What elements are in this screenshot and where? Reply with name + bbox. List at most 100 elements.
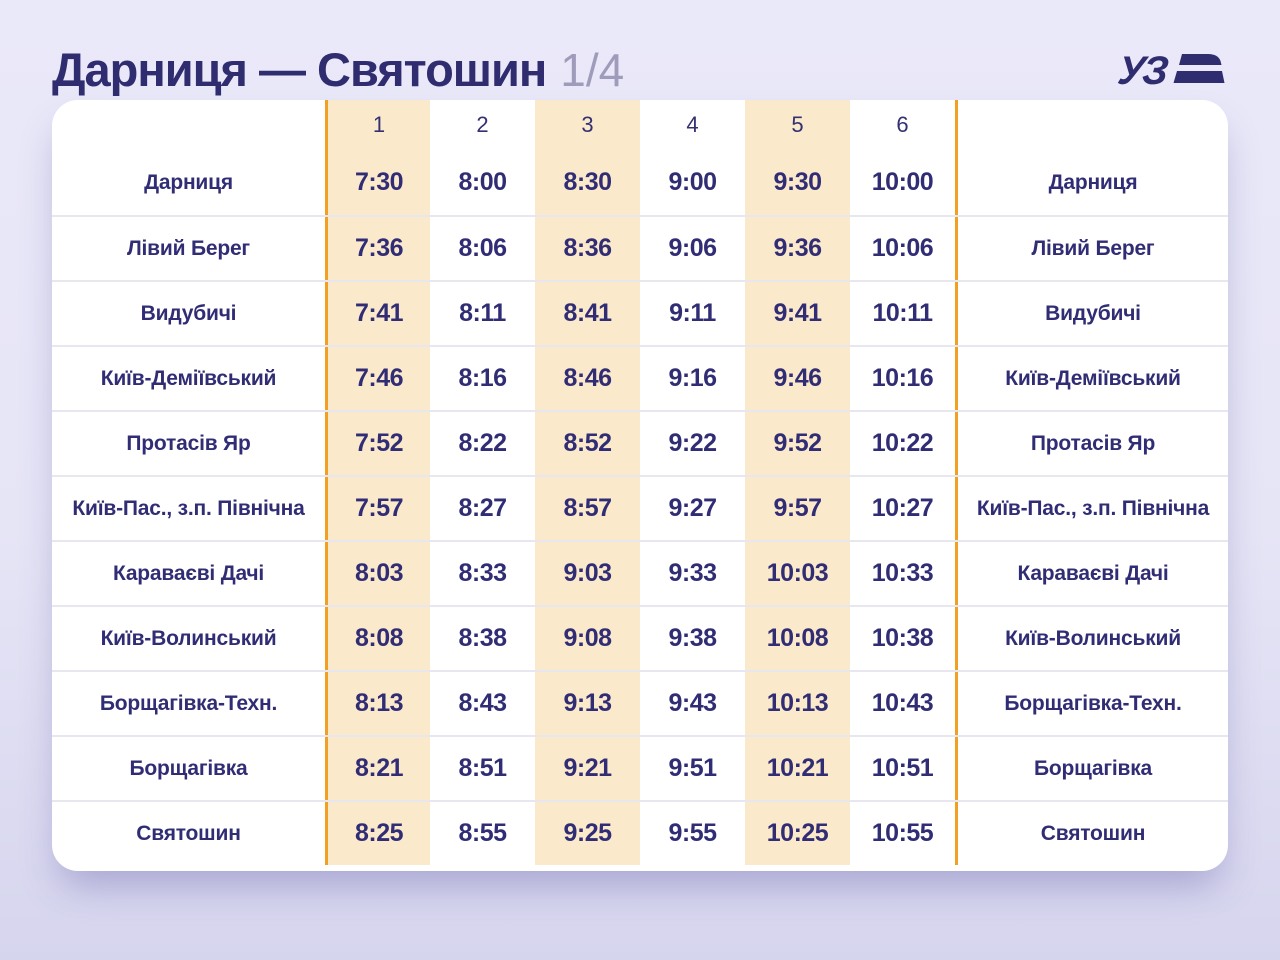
station-name-left: Борщагівка (129, 756, 248, 780)
time-cell: 9:27 (668, 494, 717, 522)
header-spacer-left (52, 100, 325, 150)
time-cell: 9:06 (668, 234, 717, 262)
station-name-right: Видубичі (955, 282, 1228, 345)
time-cell: 8:57 (535, 477, 640, 540)
time-cell: 10:33 (871, 559, 934, 587)
time-cell: 10:43 (871, 689, 934, 717)
time-cell: 8:27 (458, 494, 507, 522)
station-name-left: Київ-Волинський (100, 626, 277, 650)
time-cell: 8:13 (325, 672, 430, 735)
time-cell: 8:30 (535, 150, 640, 215)
table-row: Святошин 8:25 8:55 9:25 9:55 10:25 10:55… (52, 800, 1228, 865)
time-cell: 8:33 (458, 559, 507, 587)
time-cell: 9:52 (745, 412, 850, 475)
time-cell: 10:16 (871, 364, 934, 392)
time-cell: 10:51 (871, 754, 934, 782)
header-spacer-right (955, 100, 1228, 150)
table-row: Борщагівка 8:21 8:51 9:21 9:51 10:21 10:… (52, 735, 1228, 800)
time-cell: 8:11 (459, 299, 506, 327)
table-row: Дарниця 7:30 8:00 8:30 9:00 9:30 10:00 Д… (52, 150, 1228, 215)
time-cell: 9:41 (745, 282, 850, 345)
table-row: Київ-Волинський 8:08 8:38 9:08 9:38 10:0… (52, 605, 1228, 670)
time-cell: 8:55 (458, 819, 507, 847)
uz-logo-text: УЗ (1115, 48, 1169, 93)
station-name-right: Протасів Яр (955, 412, 1228, 475)
station-name-right: Київ-Волинський (955, 607, 1228, 670)
time-cell: 7:41 (325, 282, 430, 345)
page: Дарниця — Святошин 1/4 УЗ 1 2 3 4 5 6 (52, 0, 1228, 871)
time-cell: 10:25 (745, 802, 850, 865)
time-cell: 8:16 (458, 364, 507, 392)
table-row: Борщагівка-Техн. 8:13 8:43 9:13 9:43 10:… (52, 670, 1228, 735)
header-row: 1 2 3 4 5 6 (52, 100, 1228, 150)
time-cell: 9:21 (535, 737, 640, 800)
time-cell: 9:00 (668, 168, 717, 196)
station-name-right: Борщагівка (955, 737, 1228, 800)
timetable-rows: Дарниця 7:30 8:00 8:30 9:00 9:30 10:00 Д… (52, 150, 1228, 865)
time-cell: 8:51 (458, 754, 507, 782)
station-name-left: Дарниця (144, 170, 233, 194)
station-name-left: Караваєві Дачі (112, 561, 265, 585)
time-cell: 9:16 (668, 364, 717, 392)
time-cell: 9:25 (535, 802, 640, 865)
time-cell: 8:36 (535, 217, 640, 280)
time-cell: 9:38 (668, 624, 717, 652)
train-number-cell: 5 (745, 100, 850, 150)
time-cell: 10:11 (872, 299, 933, 327)
station-name-right: Дарниця (955, 150, 1228, 215)
time-cell: 10:55 (871, 819, 934, 847)
time-cell: 9:46 (745, 347, 850, 410)
uz-logo: УЗ (1115, 48, 1228, 94)
time-cell: 9:08 (535, 607, 640, 670)
time-cell: 8:03 (325, 542, 430, 605)
time-cell: 8:00 (458, 168, 507, 196)
time-cell: 9:43 (668, 689, 717, 717)
table-row: Київ-Деміївський 7:46 8:16 8:46 9:16 9:4… (52, 345, 1228, 410)
time-cell: 8:52 (535, 412, 640, 475)
station-name-right: Святошин (955, 802, 1228, 865)
time-cell: 10:21 (745, 737, 850, 800)
page-title: Дарниця — Святошин (52, 42, 547, 96)
station-name-right: Борщагівка-Техн. (955, 672, 1228, 735)
station-name-left: Лівий Берег (127, 236, 250, 260)
table-row: Видубичі 7:41 8:11 8:41 9:11 9:41 10:11 … (52, 280, 1228, 345)
timetable-card: 1 2 3 4 5 6 Дарниця 7:30 8:00 8:30 9:00 … (52, 100, 1228, 871)
station-name-left: Видубичі (140, 301, 237, 325)
time-cell: 9:57 (745, 477, 850, 540)
time-cell: 9:22 (668, 429, 717, 457)
time-cell: 9:11 (669, 299, 716, 327)
station-name-left: Борщагівка-Техн. (99, 691, 278, 715)
time-cell: 10:22 (871, 429, 934, 457)
station-name-left: Київ-Деміївський (100, 366, 277, 390)
time-cell: 9:03 (535, 542, 640, 605)
station-name-right: Лівий Берег (955, 217, 1228, 280)
time-cell: 8:21 (325, 737, 430, 800)
table-row: Караваєві Дачі 8:03 8:33 9:03 9:33 10:03… (52, 540, 1228, 605)
time-cell: 7:46 (325, 347, 430, 410)
time-cell: 8:41 (535, 282, 640, 345)
time-cell: 8:06 (458, 234, 507, 262)
time-cell: 8:22 (458, 429, 507, 457)
train-number-cell: 2 (476, 112, 489, 137)
time-cell: 7:36 (325, 217, 430, 280)
time-cell: 9:33 (668, 559, 717, 587)
time-cell: 8:25 (325, 802, 430, 865)
time-cell: 8:43 (458, 689, 507, 717)
station-name-right: Караваєві Дачі (955, 542, 1228, 605)
train-number-cell: 6 (896, 112, 909, 137)
time-cell: 8:08 (325, 607, 430, 670)
station-name-left: Протасів Яр (126, 431, 251, 455)
station-name-left: Київ-Пас., з.п. Північна (72, 496, 305, 520)
header: Дарниця — Святошин 1/4 УЗ (52, 0, 1228, 96)
time-cell: 8:46 (535, 347, 640, 410)
train-number-cell: 4 (686, 112, 699, 137)
train-number-cell: 1 (325, 100, 430, 150)
time-cell: 10:00 (871, 168, 934, 196)
page-indicator: 1/4 (560, 43, 625, 96)
time-cell: 10:38 (871, 624, 934, 652)
time-cell: 9:36 (745, 217, 850, 280)
time-cell: 9:30 (745, 150, 850, 215)
table-row: Лівий Берег 7:36 8:06 8:36 9:06 9:36 10:… (52, 215, 1228, 280)
title-wrap: Дарниця — Святошин 1/4 (52, 42, 624, 97)
time-cell: 10:08 (745, 607, 850, 670)
